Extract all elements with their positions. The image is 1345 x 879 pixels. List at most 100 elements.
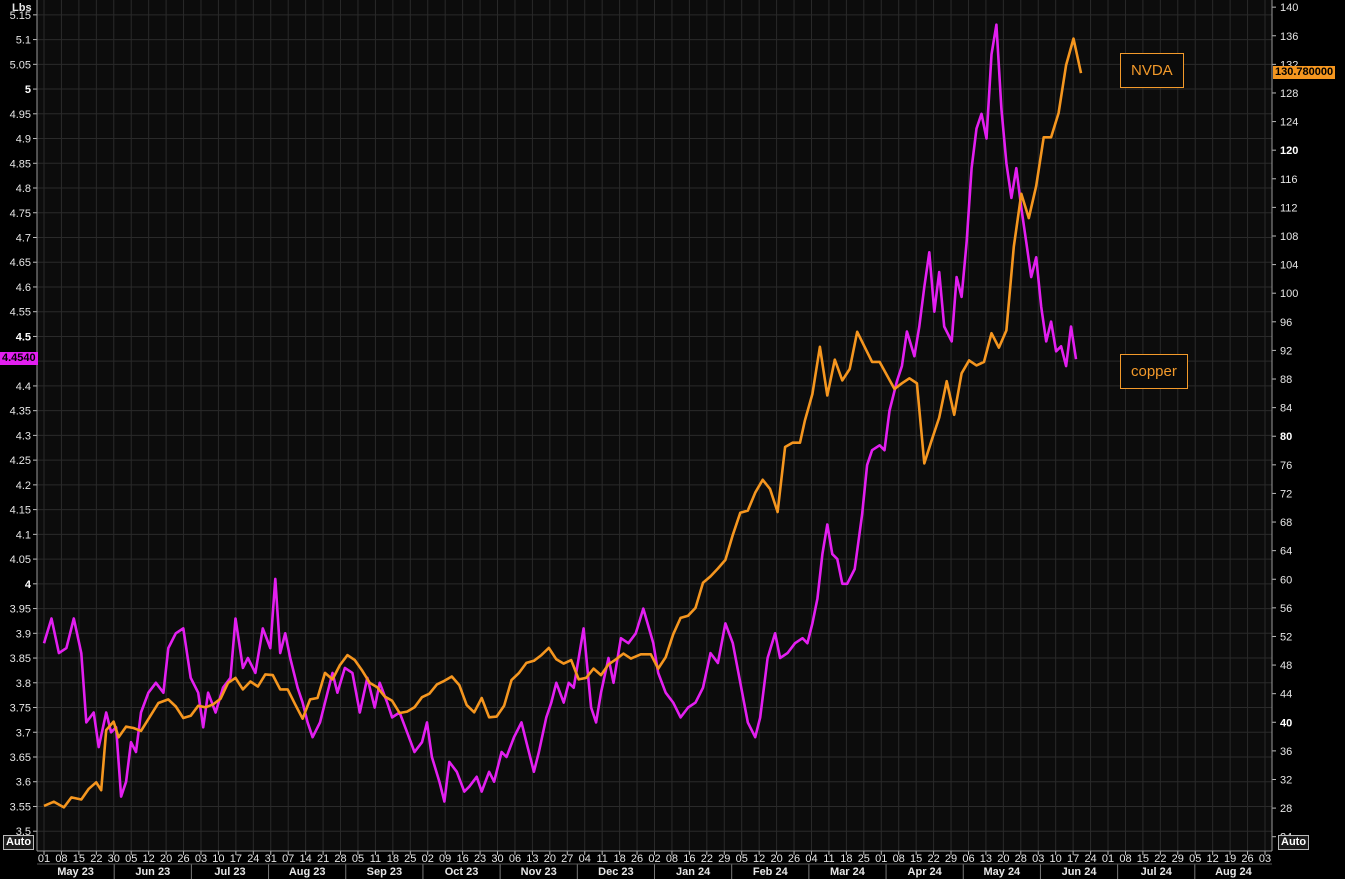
left-tick-label: 4.9 bbox=[16, 134, 31, 146]
x-tick-label: 12 bbox=[143, 853, 155, 865]
x-tick-label: 08 bbox=[893, 853, 905, 865]
left-tick-label: 4.2 bbox=[16, 480, 31, 492]
x-tick-label: 26 bbox=[177, 853, 189, 865]
left-tick-label: 4.55 bbox=[10, 307, 31, 319]
right-tick-label: 40 bbox=[1280, 717, 1292, 729]
right-tick-label: 140 bbox=[1280, 2, 1298, 14]
right-tick-label: 60 bbox=[1280, 574, 1292, 586]
left-tick-label: 4.15 bbox=[10, 505, 31, 517]
x-tick-label: 21 bbox=[317, 853, 329, 865]
x-tick-label: 28 bbox=[334, 853, 346, 865]
x-tick-label: 12 bbox=[753, 853, 765, 865]
x-tick-label: 27 bbox=[561, 853, 573, 865]
month-label: Feb 24 bbox=[753, 866, 789, 878]
x-tick-label: 28 bbox=[1015, 853, 1027, 865]
x-tick-label: 05 bbox=[352, 853, 364, 865]
x-tick-label: 16 bbox=[457, 853, 469, 865]
x-tick-label: 22 bbox=[701, 853, 713, 865]
month-label: Apr 24 bbox=[908, 866, 943, 878]
month-label: May 24 bbox=[983, 866, 1021, 878]
left-tick-label: 4.05 bbox=[10, 554, 31, 566]
x-tick-label: 08 bbox=[666, 853, 678, 865]
right-tick-label: 108 bbox=[1280, 231, 1298, 243]
x-tick-label: 08 bbox=[1119, 853, 1131, 865]
right-tick-label: 104 bbox=[1280, 260, 1298, 272]
left-tick-label: 4.25 bbox=[10, 455, 31, 467]
x-tick-label: 25 bbox=[404, 853, 416, 865]
x-tick-label: 29 bbox=[718, 853, 730, 865]
x-tick-label: 16 bbox=[683, 853, 695, 865]
month-label: Aug 24 bbox=[1215, 866, 1253, 878]
month-label: Jun 23 bbox=[135, 866, 170, 878]
x-tick-label: 10 bbox=[212, 853, 224, 865]
right-tick-label: 112 bbox=[1280, 202, 1298, 214]
series-layer bbox=[42, 23, 1083, 809]
right-tick-label: 76 bbox=[1280, 460, 1292, 472]
x-tick-label: 17 bbox=[1067, 853, 1079, 865]
x-tick-label: 20 bbox=[997, 853, 1009, 865]
month-label: Jul 23 bbox=[214, 866, 245, 878]
left-tick-label: 3.95 bbox=[10, 604, 31, 616]
right-tick-label: 36 bbox=[1280, 746, 1292, 758]
right-tick-label: 44 bbox=[1280, 689, 1292, 701]
left-tick-label: 4.6 bbox=[16, 282, 31, 294]
x-tick-label: 30 bbox=[491, 853, 503, 865]
left-tick-label: 4 bbox=[25, 579, 32, 591]
nvda-series-line bbox=[43, 37, 1083, 809]
left-tick-label: 4.5 bbox=[16, 331, 31, 343]
month-label: Sep 23 bbox=[367, 866, 402, 878]
left-tick-label: 4.95 bbox=[10, 109, 31, 121]
right-tick-label: 80 bbox=[1280, 431, 1292, 443]
x-tick-label: 11 bbox=[823, 853, 834, 865]
left-tick-label: 3.65 bbox=[10, 752, 31, 764]
right-axis: 1401361321281241201161121081041009692888… bbox=[1272, 2, 1298, 844]
left-tick-label: 3.75 bbox=[10, 703, 31, 715]
x-tick-label: 07 bbox=[282, 853, 294, 865]
x-tick-label: 14 bbox=[300, 853, 312, 865]
right-tick-label: 48 bbox=[1280, 660, 1292, 672]
x-tick-label: 03 bbox=[195, 853, 207, 865]
x-tick-label: 15 bbox=[1137, 853, 1149, 865]
left-tick-label: 3.8 bbox=[16, 678, 31, 690]
left-tick-label: 5 bbox=[25, 84, 31, 96]
left-tick-label: 3.55 bbox=[10, 801, 31, 813]
x-tick-label: 01 bbox=[875, 853, 887, 865]
month-label: Oct 23 bbox=[445, 866, 479, 878]
x-tick-label: 05 bbox=[736, 853, 748, 865]
left-tick-label: 4.4 bbox=[16, 381, 31, 393]
copper-last-price-tag: 4.4540 bbox=[0, 352, 38, 366]
left-auto-scale-button[interactable]: Auto bbox=[3, 835, 35, 850]
left-tick-label: 4.85 bbox=[10, 158, 31, 170]
legend-copper: copper bbox=[1120, 354, 1188, 389]
x-tick-label: 01 bbox=[1102, 853, 1114, 865]
right-tick-label: 68 bbox=[1280, 517, 1292, 529]
left-tick-label: 3.6 bbox=[16, 777, 31, 789]
x-tick-label: 18 bbox=[613, 853, 625, 865]
month-label: Mar 24 bbox=[830, 866, 866, 878]
left-tick-label: 4.35 bbox=[10, 406, 31, 418]
left-tick-label: 5.1 bbox=[16, 35, 31, 47]
right-tick-label: 124 bbox=[1280, 117, 1298, 129]
x-tick-label: 17 bbox=[230, 853, 242, 865]
right-tick-label: 52 bbox=[1280, 631, 1292, 643]
x-tick-label: 22 bbox=[927, 853, 939, 865]
x-tick-label: 04 bbox=[805, 853, 817, 865]
x-tick-label: 22 bbox=[90, 853, 102, 865]
x-tick-label: 20 bbox=[160, 853, 172, 865]
left-tick-label: 4.3 bbox=[16, 430, 31, 442]
left-tick-label: 3.85 bbox=[10, 653, 31, 665]
x-tick-label: 22 bbox=[1154, 853, 1166, 865]
x-tick-label: 04 bbox=[579, 853, 591, 865]
left-tick-label: 4.7 bbox=[16, 232, 31, 244]
right-tick-label: 56 bbox=[1280, 603, 1292, 615]
month-label: Jul 24 bbox=[1141, 866, 1173, 878]
month-label: Jun 24 bbox=[1062, 866, 1098, 878]
right-tick-label: 96 bbox=[1280, 317, 1292, 329]
x-tick-label: 30 bbox=[108, 853, 120, 865]
x-tick-label: 31 bbox=[265, 853, 277, 865]
x-tick-label: 26 bbox=[1241, 853, 1253, 865]
grid-lines bbox=[37, 0, 1272, 851]
right-auto-scale-button[interactable]: Auto bbox=[1278, 835, 1310, 850]
right-tick-label: 136 bbox=[1280, 31, 1298, 43]
left-tick-label: 5.15 bbox=[10, 10, 31, 22]
